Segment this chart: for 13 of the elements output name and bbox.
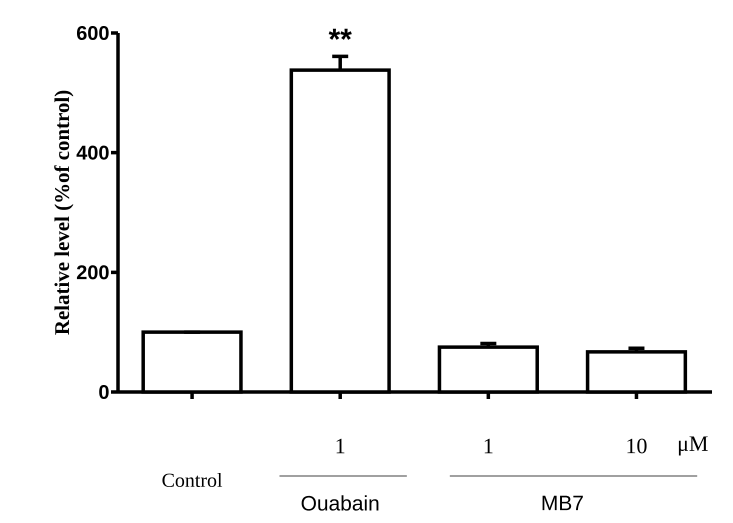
text: MB7 (542, 496, 583, 510)
y-tick-label: 400 (76, 146, 109, 160)
x-tick-label: 1 (484, 438, 492, 454)
y-tick-label: 200 (76, 265, 109, 280)
annotation: ** (328, 28, 352, 40)
x-tick-label: 1 (336, 438, 344, 454)
text: Ouabain (302, 495, 378, 511)
text: Control (162, 472, 222, 487)
y-tick-label: 600 (76, 26, 109, 40)
y-axis-title: Relative level (%of control) (54, 90, 74, 335)
x-tick-label: 10 (627, 438, 647, 454)
y-tick-label: 0 (99, 384, 109, 400)
text: μM (678, 436, 708, 456)
